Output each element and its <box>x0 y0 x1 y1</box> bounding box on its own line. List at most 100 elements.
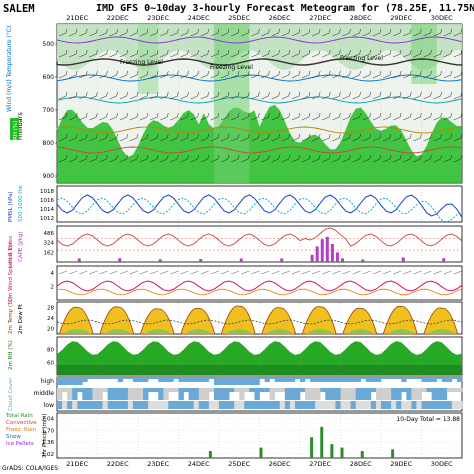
wind-barb <box>379 28 382 34</box>
wind-barb <box>440 112 442 118</box>
wind-barb <box>197 91 199 97</box>
wind-barb <box>170 158 178 163</box>
wind-barb <box>65 133 68 139</box>
cloud-low-bar <box>148 401 154 409</box>
wind-barb <box>298 28 301 34</box>
wind-barb <box>79 95 87 100</box>
wind-barb <box>258 112 260 118</box>
wind10m-barb <box>443 270 452 275</box>
temp2m-green <box>427 329 456 334</box>
wind-barb <box>136 154 139 160</box>
cloud-high-bar <box>112 377 119 379</box>
wind-barb <box>399 133 402 139</box>
cloud-low-bar <box>340 401 346 409</box>
cloud-high-bar <box>289 377 296 382</box>
wind-barb <box>58 95 67 100</box>
wind-barb <box>369 154 371 160</box>
wind-barb <box>116 70 118 76</box>
wind-barb <box>231 53 239 58</box>
cape-bar <box>315 246 319 262</box>
cloud-high-bar <box>143 377 149 382</box>
wind-barb <box>339 91 341 97</box>
cloud-middle-bar <box>244 388 250 392</box>
wind-barb <box>271 95 279 100</box>
wind-barb <box>322 95 330 100</box>
temp2m-green <box>346 329 375 334</box>
cloud-low-bar <box>57 401 63 409</box>
wind-barb <box>281 158 289 163</box>
wind-temperature-axis-label: Wind (m/s) Temperature (°C) <box>6 26 13 112</box>
wind-barb <box>119 158 127 163</box>
cloud-low-bar <box>451 401 458 409</box>
wind-barb <box>399 91 402 97</box>
cloud-low-bar <box>345 401 351 409</box>
wind-barb <box>139 53 148 58</box>
wind-barb <box>237 112 240 118</box>
wind-barb <box>379 133 382 139</box>
cloud-middle-bar <box>229 388 235 392</box>
cloud-high-bar <box>87 377 93 379</box>
wind-barb <box>410 70 412 76</box>
cloud-high-bar <box>411 377 417 379</box>
temp2m-peak <box>139 308 175 335</box>
wind10m-tick-label: 2 <box>51 284 55 290</box>
cloud-low-bar <box>87 401 93 409</box>
wind-barb <box>69 32 77 37</box>
wind-barb <box>298 49 301 55</box>
cloud-middle-bar <box>284 388 291 400</box>
wind-barb <box>156 154 159 160</box>
wind-barb <box>237 133 240 139</box>
cloud-middle-bar <box>234 388 240 392</box>
wind-barb <box>79 116 87 121</box>
cloud-low-bar <box>350 401 356 409</box>
wind-barb <box>440 28 442 34</box>
wind-barb <box>389 133 392 139</box>
cloud-low-bar <box>239 401 245 409</box>
wind-barb <box>288 133 290 139</box>
wind-barb <box>146 49 149 55</box>
wind-barb <box>200 158 208 163</box>
wind10m-barb <box>58 270 68 275</box>
cloud-middle-bar <box>138 388 144 400</box>
wind-barb <box>332 158 340 163</box>
wind-barb <box>359 28 361 34</box>
wind-barb <box>352 95 360 100</box>
cloud-middle-bar <box>335 388 341 400</box>
cape-bar <box>361 259 365 262</box>
wind-barb <box>146 112 149 118</box>
wind-barb <box>126 112 128 118</box>
date-label-bottom: 26DEC <box>269 460 291 468</box>
wind-barb <box>440 70 442 76</box>
dewpoint-axis-label: 2m Dew Pt <box>18 303 24 334</box>
wind-barb <box>251 137 259 142</box>
wind-barb <box>150 137 158 142</box>
wind-barb <box>207 70 209 76</box>
temperature-contour <box>56 58 463 66</box>
wind-barb <box>389 154 392 160</box>
rh-legend-swatch <box>10 118 19 140</box>
cloud-high-bar <box>148 377 154 379</box>
wind-barb <box>288 28 290 34</box>
wind-barb <box>268 70 270 76</box>
cloud-level-label: middle <box>34 390 55 397</box>
cloud-low-bar <box>401 401 407 409</box>
wind-barb <box>460 49 463 55</box>
cloud-high-bar <box>330 377 336 382</box>
precip-tick-label: 1.70 <box>42 428 55 434</box>
wind-barb <box>430 28 432 34</box>
cloud-low-bar <box>436 401 443 409</box>
cloud-high-bar <box>375 377 382 382</box>
cloud-middle-bar <box>82 388 88 400</box>
wind-barb <box>298 70 301 76</box>
wind-barb <box>96 49 98 55</box>
wind-barb <box>443 95 451 100</box>
wind-barb <box>352 158 360 163</box>
wind-barb <box>261 32 269 37</box>
wind-barb <box>75 154 78 160</box>
wind-barb <box>139 74 148 79</box>
wind-barb <box>79 137 87 142</box>
cape-tick-label: 486 <box>44 231 55 237</box>
cloud-low-bar <box>224 401 230 409</box>
cloud-high-bar <box>401 377 407 382</box>
wind-barb <box>207 154 209 160</box>
